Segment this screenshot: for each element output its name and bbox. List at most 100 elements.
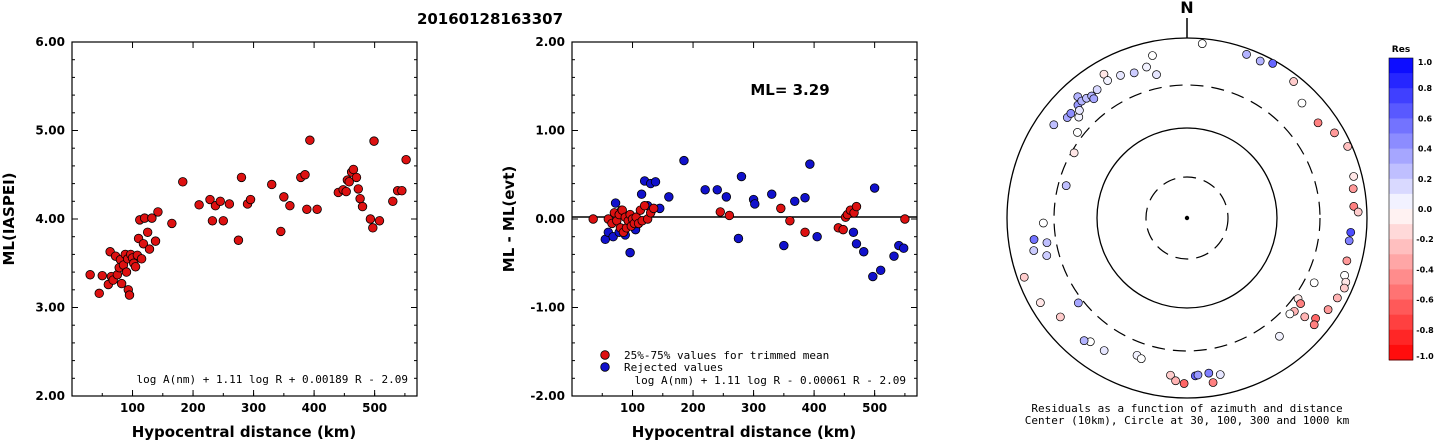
station-residual-marker (1285, 309, 1295, 319)
data-point (224, 199, 235, 209)
station-residual-marker (1255, 56, 1265, 66)
y-tick-label: 2.00 (35, 389, 65, 403)
station-residual-marker (1073, 298, 1083, 308)
data-point (305, 135, 315, 145)
figure-title: 20160128163307 (417, 10, 563, 28)
station-residual-marker (1056, 312, 1065, 322)
rejected-point (664, 192, 674, 202)
colorbar-label: -0.4 (1416, 265, 1434, 274)
colorbar-cell (1389, 329, 1413, 346)
residual-colorbar: Res 1.0 0.8 0.6 0.4 0.2 0.0 -0.2 -0.4 -0.6 -0.8 -1… (1388, 45, 1434, 361)
colorbar-label: 0.2 (1418, 175, 1432, 184)
station-residual-marker (1129, 68, 1139, 78)
data-point (194, 200, 204, 210)
data-point (233, 235, 244, 245)
station-residual-marker (1340, 283, 1349, 293)
accepted-point (900, 214, 910, 224)
colorbar-label: -0.8 (1416, 326, 1434, 335)
station-residual-marker (1342, 256, 1352, 266)
data-point (124, 290, 135, 300)
x-tick-label: 200 (681, 401, 706, 415)
station-residual-marker (1344, 236, 1354, 246)
accepted-point (776, 203, 786, 214)
rejected-point (868, 271, 878, 282)
data-point (245, 194, 256, 205)
rejected-point (779, 240, 789, 251)
accepted-point (838, 224, 848, 235)
azimuth-map-panel: N Residuals as a function of azimuth and… (1006, 0, 1368, 427)
rejected-point (610, 198, 621, 208)
station-residual-marker (1092, 85, 1102, 95)
data-point (136, 254, 147, 264)
station-residual-marker (1019, 272, 1029, 282)
data-point (365, 214, 376, 224)
colorbar-cell (1389, 193, 1413, 210)
formula-label: log A(nm) + 1.11 log R + 0.00189 R - 2.0… (136, 373, 408, 386)
station-residual-marker (1197, 39, 1207, 49)
colorbar-cell (1389, 58, 1413, 74)
rejected-point (625, 247, 635, 258)
x-axis-label: Hypocentral distance (km) (132, 423, 357, 441)
station-residual-marker (1353, 207, 1363, 217)
accepted-point (785, 216, 795, 226)
data-point (167, 218, 177, 229)
station-residual-marker (1152, 70, 1161, 79)
data-point (94, 288, 104, 299)
rejected-point (869, 183, 880, 193)
y-tick-label: 6.00 (35, 35, 65, 49)
station-residual-marker (1148, 51, 1157, 60)
epicenter-marker (1184, 215, 1190, 221)
data-point (130, 262, 141, 272)
x-tick-label: 200 (181, 401, 206, 415)
data-point (374, 216, 385, 226)
colorbar-cell (1389, 178, 1413, 195)
accepted-point (715, 207, 725, 217)
y-tick-label: 5.00 (35, 124, 65, 138)
y-tick-label: 3.00 (35, 301, 65, 315)
station-residual-marker (1116, 71, 1125, 80)
y-tick-label: 2.00 (535, 35, 565, 49)
data-point (302, 204, 312, 214)
colorbar-label: 1.0 (1418, 58, 1433, 67)
colorbar-cell (1389, 133, 1413, 150)
legend-accepted-marker (600, 350, 610, 360)
rejected-point (736, 171, 747, 182)
map-caption-line-1: Residuals as a function of azimuth and d… (1031, 402, 1342, 415)
colorbar-cell (1389, 239, 1413, 255)
accepted-point (851, 201, 862, 212)
map-caption-line-2: Center (10km), Circle at 30, 100, 300 an… (1025, 414, 1350, 427)
station-residual-marker (1349, 172, 1359, 181)
ml-value-annotation: ML= 3.29 (750, 81, 829, 99)
colorbar-cell (1389, 148, 1413, 165)
rejected-point (767, 189, 777, 199)
rejected-point (733, 233, 744, 244)
station-residual-marker (1208, 378, 1218, 387)
rejected-point (700, 185, 710, 195)
data-point (344, 177, 354, 187)
rejected-point (750, 199, 760, 209)
x-tick-label: 500 (862, 401, 887, 415)
data-point (397, 185, 407, 196)
accepted-point (724, 210, 735, 221)
rejected-point (712, 185, 722, 195)
accepted-point (649, 203, 659, 214)
colorbar-label: -0.6 (1416, 296, 1434, 305)
colorbar-cell (1389, 299, 1413, 316)
station-residual-marker (1346, 227, 1356, 237)
data-point (276, 226, 286, 237)
y-tick-label: -2.00 (530, 389, 565, 403)
data-point (215, 196, 225, 207)
data-point (218, 216, 229, 226)
data-point (267, 179, 277, 190)
station-residual-marker (1089, 94, 1099, 104)
data-point (357, 201, 368, 212)
data-point (401, 155, 411, 165)
y-tick-label: 4.00 (35, 212, 65, 226)
data-point (138, 239, 149, 249)
station-residual-marker (1348, 184, 1358, 194)
station-residual-marker (1042, 238, 1052, 248)
colorbar-label: 0.4 (1418, 145, 1433, 154)
station-residual-marker (1275, 331, 1284, 341)
colorbar-title: Res (1392, 45, 1410, 55)
